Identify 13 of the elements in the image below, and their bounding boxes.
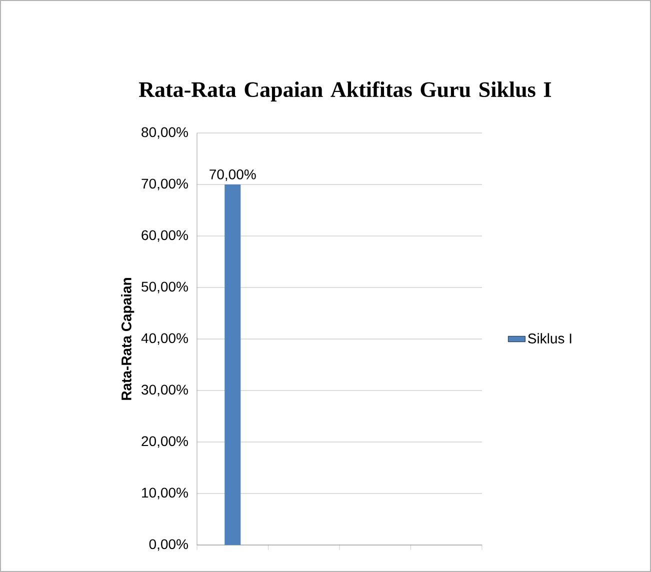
y-tick-label: 50,00% xyxy=(142,282,188,294)
y-tick-label: 80,00% xyxy=(142,127,188,139)
y-axis-title: Rata-Rata Capaian xyxy=(121,278,134,400)
y-tick-label: 60,00% xyxy=(142,230,188,242)
y-tick-label: 70,00% xyxy=(142,178,188,190)
chart-title: Rata-Rata Capaian Aktifitas Guru Siklus I xyxy=(138,81,552,102)
y-tick-label: 0,00% xyxy=(149,539,188,551)
y-tick-label: 30,00% xyxy=(142,384,188,396)
y-tick-label: 20,00% xyxy=(142,436,188,448)
y-tick-label: 10,00% xyxy=(142,488,188,500)
data-label: 70,00% xyxy=(210,169,256,181)
y-tick-label: 40,00% xyxy=(141,333,188,345)
legend-label: Siklus I xyxy=(528,333,572,344)
